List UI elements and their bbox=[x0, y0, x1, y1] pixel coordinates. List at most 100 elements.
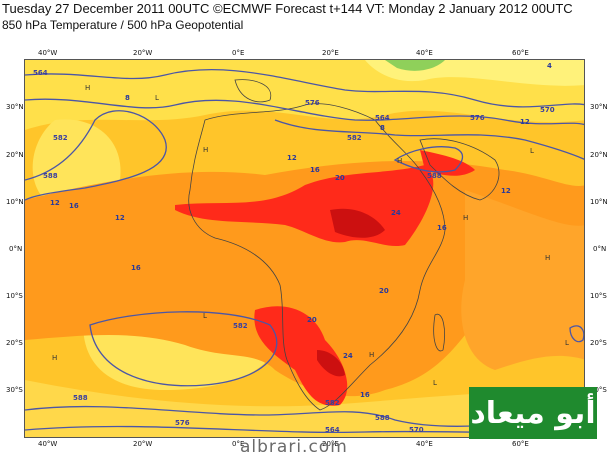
map-canvas: 564 576 582 588 564 576 582 588 570 582 … bbox=[25, 60, 584, 437]
temperature-label: 8 bbox=[380, 124, 385, 132]
lat-label-right: 30°N bbox=[590, 103, 608, 111]
contour-line bbox=[274, 119, 584, 160]
lat-label-left: 0°N bbox=[9, 245, 23, 253]
contour-line bbox=[25, 98, 584, 126]
temperature-label: 12 bbox=[115, 214, 125, 222]
contour-label: 564 bbox=[375, 114, 390, 122]
contour-label: 588 bbox=[73, 394, 88, 402]
lon-label-bottom: 40°W bbox=[38, 440, 58, 448]
lat-label-left: 30°N bbox=[6, 103, 24, 111]
lon-label-bottom: 20°W bbox=[133, 440, 153, 448]
temperature-label: 12 bbox=[520, 118, 530, 126]
contour-label: 582 bbox=[325, 399, 340, 407]
contour-label: 576 bbox=[175, 419, 190, 427]
pressure-marker: L bbox=[565, 339, 569, 347]
temperature-label: 16 bbox=[437, 224, 447, 232]
warm-east bbox=[461, 190, 584, 370]
temperature-label: 4 bbox=[547, 62, 552, 70]
lon-label-top: 40°W bbox=[38, 49, 58, 57]
weather-map: 564 576 582 588 564 576 582 588 570 582 … bbox=[24, 59, 585, 438]
temperature-label: 8 bbox=[125, 94, 130, 102]
lat-label-left: 10°N bbox=[6, 198, 24, 206]
contour-label: 588 bbox=[375, 414, 390, 422]
geopotential-contours bbox=[25, 69, 584, 434]
lon-label-bottom: 40°E bbox=[416, 440, 433, 448]
contour-line bbox=[25, 110, 167, 201]
contour-label: 582 bbox=[233, 322, 248, 330]
pressure-marker: H bbox=[545, 254, 550, 262]
pressure-markers: H H L H H L H L H L H L bbox=[52, 84, 569, 387]
pressure-marker: H bbox=[369, 351, 374, 359]
pressure-marker: H bbox=[203, 146, 208, 154]
temperature-label: 12 bbox=[501, 187, 511, 195]
coastline-arabia bbox=[419, 138, 500, 201]
cool-zone-north bbox=[25, 60, 584, 130]
contour-line bbox=[393, 146, 464, 173]
hot-zone-east bbox=[420, 150, 475, 176]
site-watermark: albrari.com bbox=[240, 437, 348, 457]
chart-subtitle: 850 hPa Temperature / 500 hPa Geopotenti… bbox=[2, 18, 244, 32]
temperature-label: 20 bbox=[379, 287, 389, 295]
hot-zone-south bbox=[254, 306, 348, 406]
contour-label: 588 bbox=[43, 172, 58, 180]
contour-label: 588 bbox=[427, 172, 442, 180]
coastline-africa bbox=[188, 103, 446, 411]
temperature-label: 20 bbox=[335, 174, 345, 182]
pressure-marker: L bbox=[155, 94, 159, 102]
lat-label-right: 10°S bbox=[590, 292, 607, 300]
temperature-label: 16 bbox=[360, 391, 370, 399]
contour-label: 570 bbox=[540, 106, 555, 114]
lat-label-right: 20°N bbox=[590, 151, 608, 159]
watermark-text: أبو ميعاد bbox=[470, 395, 596, 431]
lon-label-top: 60°E bbox=[512, 49, 529, 57]
contour-labels: 564 576 582 588 564 576 582 588 570 582 … bbox=[33, 69, 555, 434]
coastline-iberia bbox=[234, 79, 272, 103]
contour-line bbox=[25, 69, 584, 108]
temperature-label: 16 bbox=[69, 202, 79, 210]
lon-label-top: 20°W bbox=[133, 49, 153, 57]
pressure-marker: H bbox=[397, 157, 402, 165]
temperature-label: 16 bbox=[310, 166, 320, 174]
lat-label-right: 20°S bbox=[590, 339, 607, 347]
cool-zone-south bbox=[25, 380, 584, 437]
chart-title: Tuesday 27 December 2011 00UTC ©ECMWF Fo… bbox=[2, 1, 573, 16]
lat-label-left: 10°S bbox=[6, 292, 23, 300]
pressure-marker: L bbox=[530, 147, 534, 155]
contour-label: 570 bbox=[409, 426, 424, 434]
temperature-label: 12 bbox=[50, 199, 60, 207]
temperature-label: 16 bbox=[131, 264, 141, 272]
lat-label-right: 30°S bbox=[590, 386, 607, 394]
lat-label-right: 10°N bbox=[590, 198, 608, 206]
very-hot-core bbox=[330, 208, 385, 238]
temperature-label: 24 bbox=[343, 352, 353, 360]
lon-label-top: 0°E bbox=[232, 49, 245, 57]
watermark-logo: أبو ميعاد bbox=[469, 387, 597, 439]
pressure-marker: H bbox=[52, 354, 57, 362]
pressure-marker: L bbox=[433, 379, 437, 387]
very-hot-core-south bbox=[317, 350, 345, 377]
contour-label: 576 bbox=[305, 99, 320, 107]
lon-label-top: 20°E bbox=[322, 49, 339, 57]
temperature-label: 20 bbox=[307, 316, 317, 324]
green-patch bbox=[385, 60, 445, 71]
pressure-marker: H bbox=[85, 84, 90, 92]
contour-label: 576 bbox=[470, 114, 485, 122]
coastline-madagascar bbox=[433, 313, 445, 352]
lon-label-bottom: 0°E bbox=[232, 440, 245, 448]
contour-label: 564 bbox=[33, 69, 48, 77]
temperature-labels: 8 12 16 20 24 16 20 12 8 20 24 16 12 12 … bbox=[50, 62, 552, 399]
contour-label: 564 bbox=[325, 426, 340, 434]
pressure-marker: H bbox=[463, 214, 468, 222]
lat-label-right: 0°N bbox=[593, 245, 607, 253]
lat-label-left: 20°N bbox=[6, 151, 24, 159]
contour-line bbox=[569, 325, 584, 343]
lon-label-bottom: 60°E bbox=[512, 440, 529, 448]
lon-label-bottom: 20°E bbox=[322, 440, 339, 448]
pressure-marker: L bbox=[203, 312, 207, 320]
temperature-label: 12 bbox=[287, 154, 297, 162]
contour-label: 582 bbox=[347, 134, 362, 142]
contour-label: 582 bbox=[53, 134, 68, 142]
lon-label-top: 40°E bbox=[416, 49, 433, 57]
temperature-label: 24 bbox=[391, 209, 401, 217]
lat-label-left: 20°S bbox=[6, 339, 23, 347]
